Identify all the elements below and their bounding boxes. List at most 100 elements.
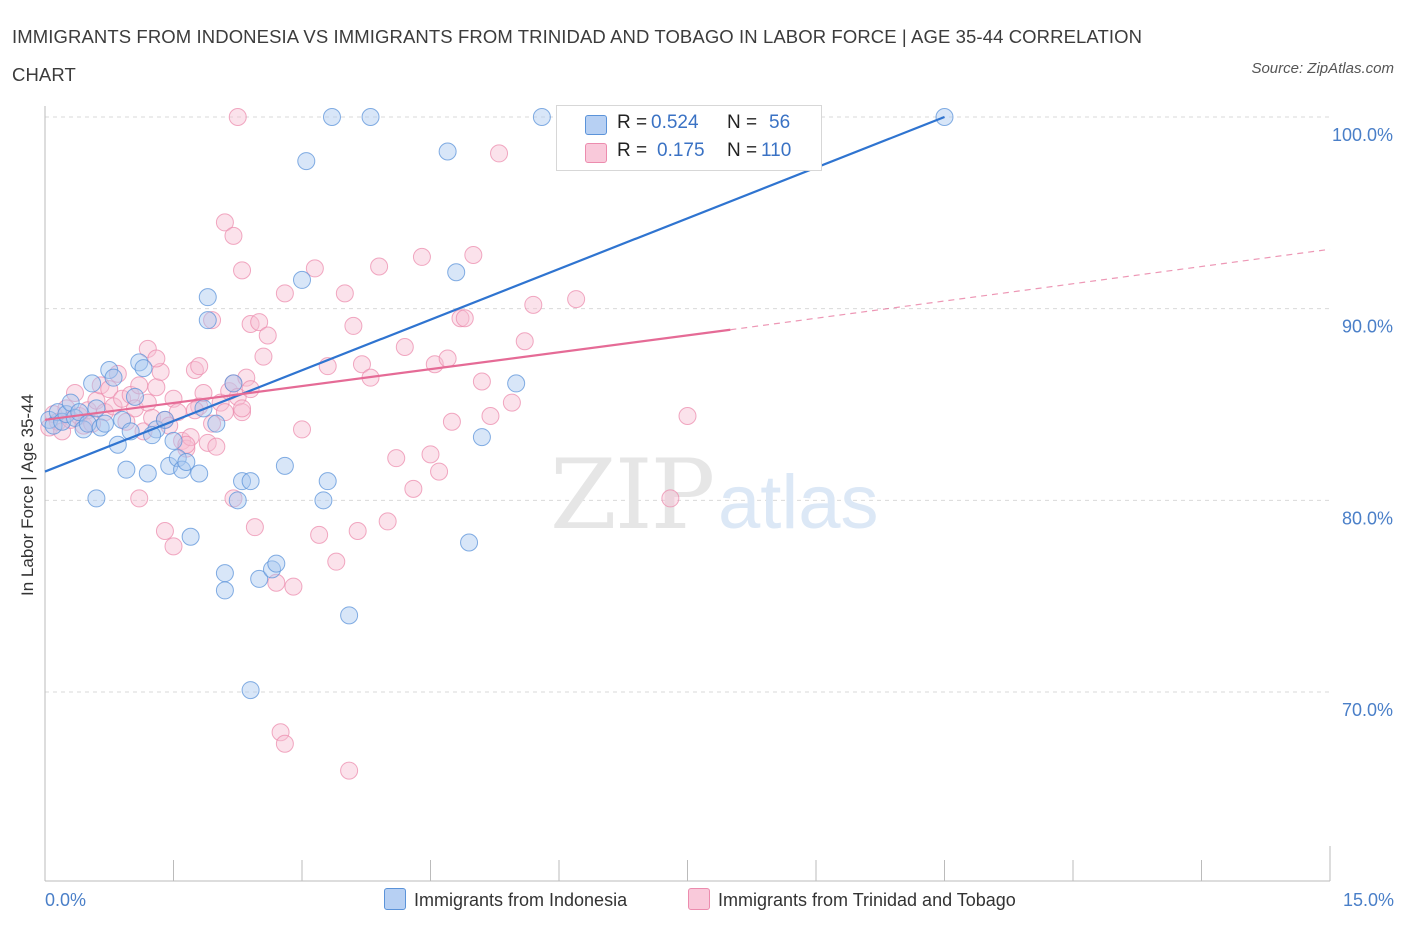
data-point [275, 734, 294, 753]
data-point [502, 393, 521, 412]
y-tick-labels: 70.0% 80.0% 90.0% 100.0% [1332, 125, 1393, 720]
y-tick-label: 80.0% [1342, 508, 1393, 528]
data-point [335, 284, 354, 303]
data-point [532, 108, 551, 126]
data-point [87, 489, 106, 508]
data-point [198, 288, 217, 307]
axes [44, 106, 1331, 882]
data-point [455, 309, 474, 328]
data-point [147, 349, 166, 368]
data-point [460, 533, 479, 552]
data-point [65, 384, 84, 403]
data-point [194, 384, 213, 403]
data-point [104, 368, 123, 387]
legend-r-label: R = [617, 112, 648, 133]
data-point [340, 606, 359, 625]
data-point [147, 378, 166, 397]
data-point [177, 453, 196, 472]
data-point [83, 374, 102, 393]
data-point [661, 489, 680, 508]
data-point [207, 414, 226, 433]
data-point [293, 420, 311, 439]
data-point [241, 472, 260, 491]
legend-r-label: R = [617, 140, 648, 161]
data-point [472, 428, 491, 447]
data-point [310, 525, 329, 544]
data-point [241, 681, 260, 700]
data-point [215, 581, 234, 600]
data-point [678, 407, 697, 426]
data-point [318, 472, 337, 491]
legend-n-label: N = [727, 112, 758, 133]
x-tick-max: 15.0% [1342, 890, 1394, 910]
watermark-atlas: atlas [718, 460, 879, 545]
legend-n-value: 56 [769, 112, 791, 133]
data-point [155, 522, 174, 541]
data-point [267, 573, 286, 592]
data-point [254, 347, 273, 366]
y-tick-label: 100.0% [1332, 125, 1393, 145]
data-point [322, 108, 341, 126]
data-point [421, 445, 440, 464]
bottom-legend-swatch-pink [688, 888, 710, 910]
data-point [293, 270, 311, 289]
data-point [95, 414, 114, 433]
data-point [387, 449, 406, 468]
data-point [245, 518, 264, 537]
data-point [203, 311, 222, 330]
trend-line-trinidad-extension [730, 248, 1331, 331]
data-point [370, 257, 389, 276]
legend-swatch-pink [585, 143, 607, 163]
legend-row-trinidad: R = 0.175 N = 110 [557, 138, 821, 166]
data-point [151, 362, 170, 381]
data-point [464, 246, 483, 265]
data-point [100, 380, 119, 399]
data-point [207, 437, 226, 456]
data-point [190, 357, 209, 376]
data-point [442, 412, 461, 431]
data-point [271, 723, 290, 742]
data-point [481, 407, 500, 426]
data-point [44, 416, 63, 435]
data-point [275, 456, 294, 475]
data-point [378, 512, 397, 531]
data-point [297, 152, 316, 171]
y-tick-label: 70.0% [1342, 700, 1393, 720]
data-point [130, 489, 149, 508]
data-point [233, 261, 252, 280]
data-point [138, 464, 157, 483]
chart-title: IMMIGRANTS FROM INDONESIA VS IMMIGRANTS … [12, 26, 1143, 85]
data-point [524, 295, 543, 314]
data-point [515, 332, 534, 351]
data-point [198, 433, 217, 452]
source-label: Source: ZipAtlas.com [1251, 60, 1394, 77]
data-point [233, 399, 252, 418]
legend-row-indonesia: R = 0.524 N = 56 [557, 110, 821, 138]
data-point [472, 372, 491, 391]
bottom-legend-label-trinidad: Immigrants from Trinidad and Tobago [718, 890, 1016, 910]
data-point [215, 564, 234, 583]
data-point [233, 403, 252, 422]
bottom-legend-trinidad: Immigrants from Trinidad and Tobago [688, 888, 1016, 911]
data-point [447, 263, 466, 282]
data-point [490, 144, 509, 163]
data-point [451, 309, 470, 328]
data-point [198, 311, 217, 330]
data-point [507, 374, 526, 393]
data-point [412, 247, 431, 266]
data-point [438, 349, 457, 368]
data-point [258, 326, 277, 345]
data-point [275, 284, 294, 303]
data-point [250, 313, 269, 332]
data-point [117, 460, 136, 479]
data-point [344, 316, 363, 335]
data-point [203, 414, 222, 433]
data-point [250, 569, 269, 588]
watermark-zip: ZIP [550, 439, 713, 551]
data-point [404, 479, 423, 498]
data-point [340, 761, 359, 780]
data-point [567, 290, 586, 309]
trend-line-indonesia [44, 115, 945, 473]
data-point [215, 213, 234, 232]
